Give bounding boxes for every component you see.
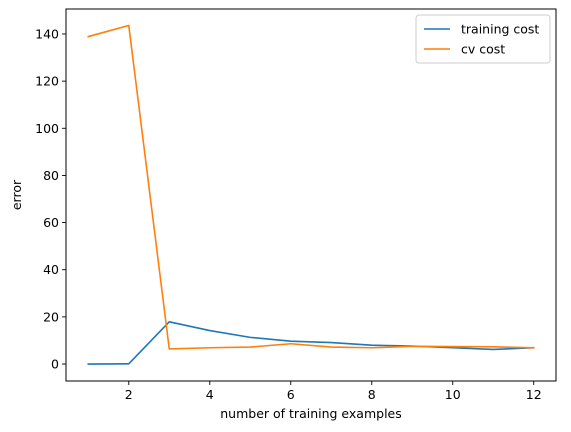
series-line-training-cost bbox=[87, 321, 535, 365]
legend-box bbox=[415, 14, 551, 64]
plot-frame bbox=[65, 8, 557, 382]
legend-label-cv-cost: cv cost bbox=[461, 42, 505, 57]
y-tick-label: 60 bbox=[43, 215, 59, 230]
x-tick-label: 12 bbox=[526, 387, 542, 402]
y-tick-label: 80 bbox=[43, 168, 59, 183]
y-tick-label: 40 bbox=[43, 262, 59, 277]
series-line-cv-cost bbox=[87, 24, 535, 350]
x-tick-label: 8 bbox=[368, 387, 376, 402]
x-axis-label: number of training examples bbox=[220, 406, 402, 421]
y-axis-label: error bbox=[9, 179, 24, 210]
y-tick-label: 20 bbox=[43, 309, 59, 324]
y-tick-label: 0 bbox=[51, 357, 59, 372]
x-tick-label: 4 bbox=[206, 387, 214, 402]
y-tick-label: 140 bbox=[35, 26, 59, 41]
series-layer bbox=[87, 24, 535, 365]
x-tick-label: 10 bbox=[445, 387, 461, 402]
legend-label-training-cost: training cost bbox=[461, 22, 539, 37]
x-tick-label: 2 bbox=[125, 387, 133, 402]
y-tick-label: 120 bbox=[35, 74, 59, 89]
plot-area bbox=[66, 9, 556, 381]
legend: training cost cv cost bbox=[415, 14, 551, 64]
y-axis: 0 20 40 60 80 100 120 140 bbox=[35, 26, 66, 372]
x-axis: 2 4 6 8 10 12 bbox=[125, 381, 542, 402]
x-tick-label: 6 bbox=[287, 387, 295, 402]
y-tick-label: 100 bbox=[35, 121, 59, 136]
